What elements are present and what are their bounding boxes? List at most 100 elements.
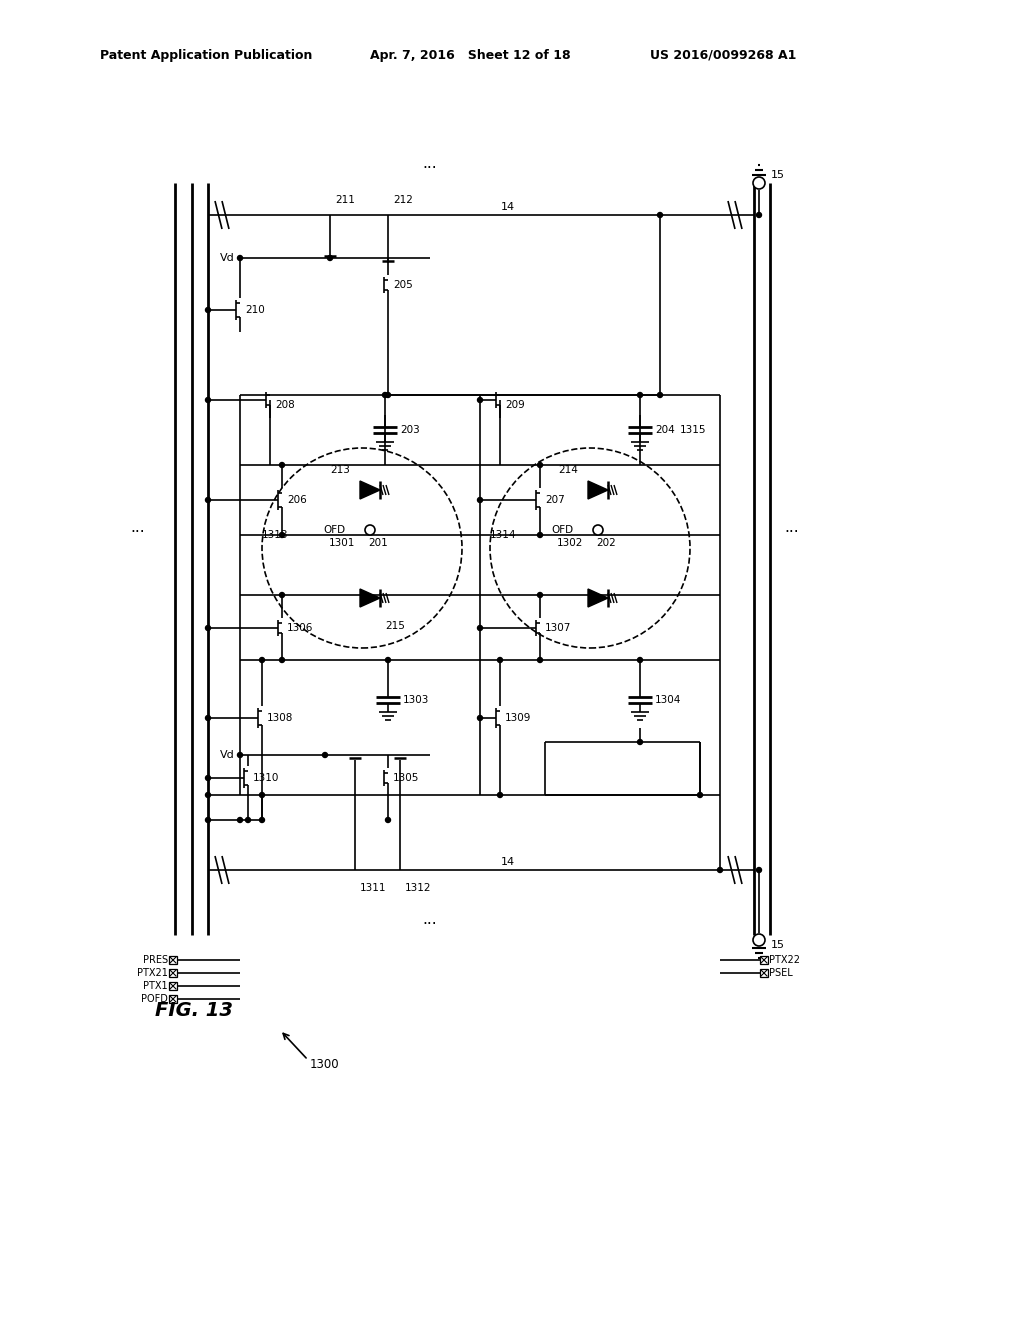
Circle shape — [477, 715, 482, 721]
Text: 1315: 1315 — [680, 425, 707, 436]
Circle shape — [206, 817, 211, 822]
Circle shape — [238, 752, 243, 758]
Text: US 2016/0099268 A1: US 2016/0099268 A1 — [650, 49, 797, 62]
Polygon shape — [360, 589, 380, 607]
Text: 211: 211 — [335, 195, 355, 205]
Circle shape — [206, 308, 211, 313]
Circle shape — [757, 867, 762, 873]
Circle shape — [638, 739, 642, 744]
Text: FIG. 13: FIG. 13 — [155, 1001, 233, 1019]
Text: ...: ... — [131, 520, 145, 535]
Circle shape — [365, 525, 375, 535]
Text: ...: ... — [423, 156, 437, 170]
Text: 1306: 1306 — [287, 623, 313, 634]
Circle shape — [385, 817, 390, 822]
Bar — [169, 995, 177, 1003]
Text: 214: 214 — [558, 465, 578, 475]
Text: OFD: OFD — [323, 525, 345, 535]
Circle shape — [538, 532, 543, 537]
Text: 1300: 1300 — [310, 1059, 340, 1072]
Text: Vd: Vd — [220, 750, 234, 760]
Text: 203: 203 — [400, 425, 420, 436]
Text: 1308: 1308 — [267, 713, 293, 723]
Circle shape — [280, 462, 285, 467]
Text: 204: 204 — [655, 425, 675, 436]
Text: 208: 208 — [275, 400, 295, 411]
Circle shape — [206, 776, 211, 780]
Circle shape — [477, 498, 482, 503]
Circle shape — [383, 392, 387, 397]
Text: Apr. 7, 2016   Sheet 12 of 18: Apr. 7, 2016 Sheet 12 of 18 — [370, 49, 570, 62]
Text: 1311: 1311 — [360, 883, 386, 894]
Circle shape — [246, 817, 251, 822]
Circle shape — [280, 593, 285, 598]
Circle shape — [206, 626, 211, 631]
Text: 14: 14 — [501, 857, 515, 867]
Text: 201: 201 — [368, 539, 388, 548]
Text: PTX1: PTX1 — [143, 981, 168, 991]
Text: 1312: 1312 — [406, 883, 431, 894]
Circle shape — [638, 392, 642, 397]
Circle shape — [753, 177, 765, 189]
Text: 1301: 1301 — [329, 539, 355, 548]
Bar — [169, 982, 177, 990]
Circle shape — [498, 792, 503, 797]
Text: ...: ... — [784, 520, 800, 535]
Text: 202: 202 — [596, 539, 615, 548]
Bar — [760, 956, 768, 964]
Text: 210: 210 — [245, 305, 265, 315]
Text: 205: 205 — [393, 280, 413, 290]
Text: Patent Application Publication: Patent Application Publication — [100, 49, 312, 62]
Circle shape — [718, 867, 723, 873]
Text: 1302: 1302 — [557, 539, 583, 548]
Text: 1305: 1305 — [393, 774, 420, 783]
Text: PTX22: PTX22 — [769, 954, 800, 965]
Circle shape — [206, 715, 211, 721]
Bar — [169, 969, 177, 977]
Circle shape — [538, 462, 543, 467]
Circle shape — [385, 392, 390, 397]
Circle shape — [757, 213, 762, 218]
Circle shape — [280, 657, 285, 663]
Bar — [169, 956, 177, 964]
Text: PRES: PRES — [143, 954, 168, 965]
Text: 1314: 1314 — [490, 531, 516, 540]
Circle shape — [323, 752, 328, 758]
Circle shape — [697, 792, 702, 797]
Text: Vd: Vd — [220, 253, 234, 263]
Text: 207: 207 — [545, 495, 565, 506]
Text: 14: 14 — [501, 202, 515, 213]
Text: 213: 213 — [330, 465, 350, 475]
Polygon shape — [360, 480, 380, 499]
Text: 1310: 1310 — [253, 774, 280, 783]
Text: PSEL: PSEL — [769, 968, 793, 978]
Text: 206: 206 — [287, 495, 307, 506]
Circle shape — [259, 817, 264, 822]
Circle shape — [280, 532, 285, 537]
Text: 15: 15 — [771, 940, 785, 950]
Text: 1313: 1313 — [262, 531, 289, 540]
Polygon shape — [588, 589, 608, 607]
Circle shape — [538, 657, 543, 663]
Circle shape — [328, 256, 333, 260]
Text: POFD: POFD — [141, 994, 168, 1005]
Polygon shape — [588, 480, 608, 499]
Circle shape — [477, 626, 482, 631]
Text: OFD: OFD — [551, 525, 573, 535]
Circle shape — [498, 657, 503, 663]
Circle shape — [753, 935, 765, 946]
Circle shape — [206, 792, 211, 797]
Text: ...: ... — [423, 912, 437, 928]
Text: 212: 212 — [393, 195, 413, 205]
Circle shape — [259, 792, 264, 797]
Circle shape — [259, 657, 264, 663]
Text: 1303: 1303 — [403, 696, 429, 705]
Text: 1304: 1304 — [655, 696, 681, 705]
Circle shape — [238, 817, 243, 822]
Circle shape — [638, 657, 642, 663]
Circle shape — [206, 397, 211, 403]
Circle shape — [538, 593, 543, 598]
Text: 1309: 1309 — [505, 713, 531, 723]
Text: PTX21: PTX21 — [137, 968, 168, 978]
Bar — [760, 969, 768, 977]
